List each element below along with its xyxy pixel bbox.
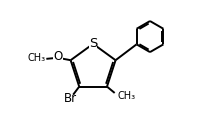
Text: Br: Br (64, 92, 77, 105)
Text: O: O (53, 50, 62, 63)
Text: CH₃: CH₃ (118, 91, 136, 101)
Text: CH₃: CH₃ (28, 53, 46, 63)
Text: S: S (89, 37, 97, 50)
